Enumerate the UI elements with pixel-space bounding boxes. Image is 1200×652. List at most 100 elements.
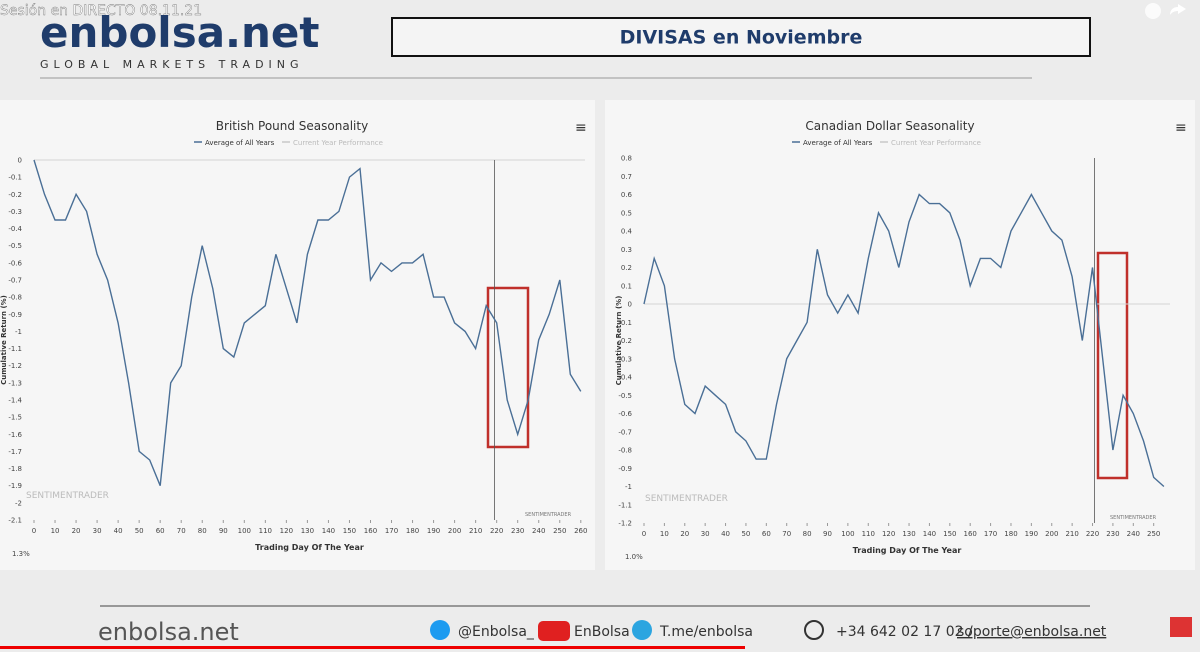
twitter[interactable]: @Enbolsa_: [458, 624, 535, 640]
legend-entry: Average of All Years: [803, 139, 873, 147]
data-line: [33, 159, 582, 486]
highlight-box: [486, 286, 530, 449]
y-tick-label: -0.8: [8, 294, 22, 302]
x-tick-label: 50: [741, 530, 750, 538]
y-tick-label: -0.4: [8, 225, 22, 233]
x-tick-label: 40: [114, 527, 123, 535]
x-tick-label: 90: [219, 527, 228, 535]
x-tick-label: 140: [923, 530, 936, 538]
chart-title: British Pound Seasonality: [216, 119, 368, 133]
footer-brand: enbolsa.net: [98, 618, 239, 646]
watermark-small: SENTIMENTRADER: [525, 512, 572, 518]
x-tick-label: 150: [343, 527, 356, 535]
x-tick-label: 160: [364, 527, 377, 535]
highlight-box: [1096, 251, 1129, 480]
whatsapp-icon[interactable]: [804, 620, 824, 640]
x-tick-label: 30: [701, 530, 710, 538]
telegram[interactable]: T.me/enbolsa: [659, 624, 753, 640]
clock-icon[interactable]: [1145, 3, 1161, 19]
x-tick-label: 130: [902, 530, 915, 538]
y-tick-label: -0.5: [8, 242, 22, 250]
x-tick-label: 100: [841, 530, 854, 538]
x-axis-label: Trading Day Of The Year: [853, 546, 962, 555]
x-tick-label: 210: [1065, 530, 1078, 538]
brand-logo: enbolsa.net: [40, 8, 319, 57]
banner: DIVISAS en Noviembre: [620, 27, 863, 49]
x-tick-label: 80: [198, 527, 207, 535]
youtube-icon[interactable]: [538, 621, 570, 641]
share-icon[interactable]: [1170, 4, 1186, 15]
legend-entry: Average of All Years: [205, 139, 275, 147]
y-tick-label: 0.4: [621, 228, 633, 236]
x-tick-label: 20: [72, 527, 81, 535]
y-tick-label: 0: [18, 157, 22, 165]
x-tick-label: 60: [156, 527, 165, 535]
twitter-icon[interactable]: [430, 620, 450, 640]
x-tick-label: 220: [490, 527, 503, 535]
email[interactable]: soporte@enbolsa.net: [957, 624, 1107, 640]
x-tick-label: 70: [177, 527, 186, 535]
phone: +34 642 02 17 02 /: [836, 624, 973, 640]
telegram-icon[interactable]: [632, 620, 652, 640]
corner-note: 1.3%: [12, 550, 30, 558]
x-tick-label: 40: [721, 530, 730, 538]
x-tick-label: 130: [301, 527, 314, 535]
banner-box: [391, 17, 1091, 57]
subscribe-icon[interactable]: [1170, 617, 1192, 637]
x-tick-label: 170: [984, 530, 997, 538]
x-tick-label: 80: [803, 530, 812, 538]
x-tick-label: 10: [51, 527, 60, 535]
data-line: [643, 193, 1165, 488]
y-tick-label: -1.7: [8, 448, 22, 456]
x-tick-label: 250: [1147, 530, 1160, 538]
youtube[interactable]: EnBolsa: [574, 624, 630, 640]
y-tick-label: -1.9: [8, 482, 22, 490]
y-tick-label: 0: [628, 301, 632, 309]
x-tick-label: 200: [1045, 530, 1058, 538]
y-tick-label: -0.2: [8, 191, 22, 199]
watermark-small: SENTIMENTRADER: [1110, 515, 1157, 521]
x-tick-label: 250: [553, 527, 566, 535]
x-tick-label: 120: [280, 527, 293, 535]
y-tick-label: -1.2: [618, 520, 632, 528]
x-tick-label: 260: [574, 527, 587, 535]
x-tick-label: 180: [406, 527, 419, 535]
x-tick-label: 70: [782, 530, 791, 538]
y-tick-label: -0.5: [618, 392, 632, 400]
x-tick-label: 50: [135, 527, 144, 535]
y-tick-label: -0.4: [618, 374, 632, 382]
y-tick-label: -1: [15, 328, 22, 336]
menu-icon: ≡: [575, 120, 587, 136]
x-tick-label: 180: [1004, 530, 1017, 538]
legend-entry: Current Year Performance: [891, 139, 981, 147]
x-tick-label: 190: [1025, 530, 1038, 538]
watermark: SENTIMENTRADER: [26, 491, 109, 501]
x-tick-label: 30: [93, 527, 102, 535]
x-tick-label: 210: [469, 527, 482, 535]
x-tick-label: 110: [862, 530, 875, 538]
x-tick-label: 240: [532, 527, 545, 535]
x-tick-label: 220: [1086, 530, 1099, 538]
x-tick-label: 0: [32, 527, 36, 535]
x-tick-label: 100: [238, 527, 251, 535]
x-tick-label: 0: [642, 530, 646, 538]
x-tick-label: 120: [882, 530, 895, 538]
y-axis-label: Cumulative Return (%): [0, 295, 8, 385]
x-tick-label: 110: [259, 527, 272, 535]
y-axis-label: Cumulative Return (%): [615, 296, 623, 386]
y-tick-label: -0.8: [618, 447, 632, 455]
x-axis-label: Trading Day Of The Year: [255, 543, 364, 552]
y-tick-label: -0.7: [618, 428, 632, 436]
y-tick-label: -1.4: [8, 397, 22, 405]
corner-note: 1.0%: [625, 553, 643, 561]
tagline: GLOBAL MARKETS TRADING: [40, 58, 304, 71]
y-tick-label: -1.6: [8, 431, 22, 439]
y-tick-label: -0.7: [8, 277, 22, 285]
chart-panel: [0, 100, 595, 570]
y-tick-label: -0.6: [618, 410, 632, 418]
y-tick-label: -1.8: [8, 465, 22, 473]
y-tick-label: 0.5: [621, 209, 632, 217]
progress-bar[interactable]: [0, 646, 745, 649]
video-title: Sesión en DIRECTO 08.11.21: [0, 3, 202, 19]
x-tick-label: 150: [943, 530, 956, 538]
